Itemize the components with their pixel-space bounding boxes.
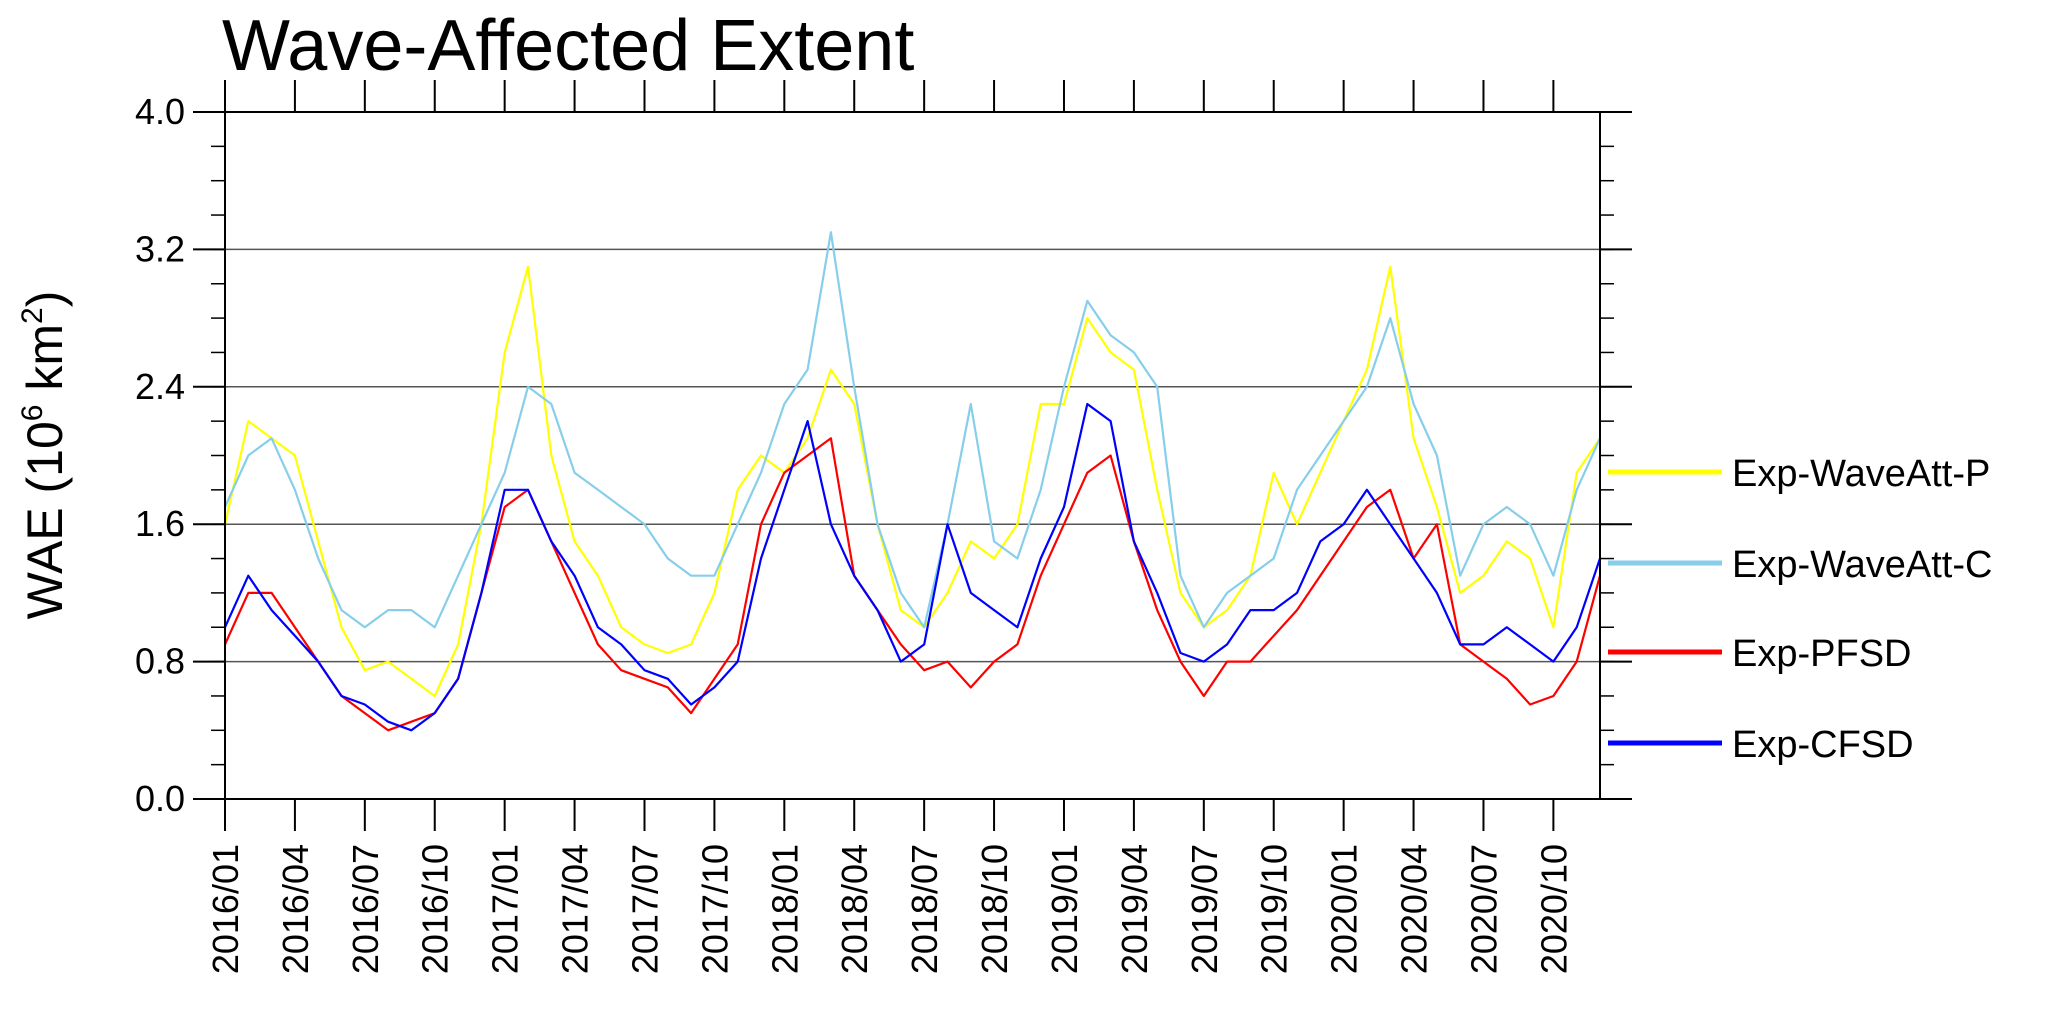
x-tick-label: 2017/04: [555, 844, 596, 974]
series-line: [223, 231, 1602, 629]
y-tick-label: 0.0: [135, 778, 185, 819]
legend: Exp-WaveAtt-P Exp-WaveAtt-C Exp-PFSD Exp-CF…: [1608, 453, 1992, 766]
y-axis-label-exp1: 6: [16, 405, 49, 422]
x-tick-label: 2019/10: [1254, 844, 1295, 974]
x-tick-label: 2016/01: [205, 844, 246, 974]
x-tick-label: 2020/04: [1394, 844, 1435, 974]
x-tick-label: 2020/01: [1324, 844, 1365, 974]
y-tick-label: 1.6: [135, 503, 185, 544]
x-tick-label: 2016/04: [275, 844, 316, 974]
x-tick-label: 2019/01: [1044, 844, 1085, 974]
y-axis-label: WAE (106 km2): [16, 291, 73, 620]
x-tick-label: 2018/07: [904, 844, 945, 974]
x-tick-label: 2019/04: [1114, 844, 1155, 974]
series-line: [223, 402, 1602, 732]
y-tick-label: 2.4: [135, 366, 185, 407]
legend-label: Exp-WaveAtt-C: [1732, 544, 1992, 586]
y-axis-label-post: ): [17, 291, 73, 308]
legend-label: Exp-WaveAtt-P: [1732, 453, 1990, 495]
y-axis-label-mid: km: [17, 324, 73, 405]
x-tick-label: 2017/01: [485, 844, 526, 974]
y-tick-label: 3.2: [135, 228, 185, 269]
chart-title: Wave-Affected Extent: [222, 6, 914, 86]
axis-ticks: [193, 80, 1632, 831]
grid-lines: [225, 248, 1600, 663]
x-tick-label: 2020/10: [1533, 844, 1574, 974]
x-tick-label: 2017/07: [624, 844, 665, 974]
series-line: [223, 437, 1602, 732]
x-tick-label: 2018/04: [834, 844, 875, 974]
x-tick-label: 2020/07: [1463, 844, 1504, 974]
y-tick-label: 0.8: [135, 641, 185, 682]
plot-frame: [224, 111, 1601, 800]
legend-label: Exp-CFSD: [1732, 724, 1914, 766]
series-line: [223, 265, 1601, 698]
x-tick-labels: 2016/01 2016/04 2016/07 2016/10 2017/01 2017/…: [205, 844, 1574, 974]
x-tick-label: 2018/01: [764, 844, 805, 974]
legend-label: Exp-PFSD: [1732, 633, 1911, 675]
x-tick-label: 2016/07: [345, 844, 386, 974]
y-tick-label: 4.0: [135, 91, 185, 132]
x-tick-label: 2018/10: [974, 844, 1015, 974]
x-tick-label: 2019/07: [1184, 844, 1225, 974]
y-axis-label-exp2: 2: [16, 307, 49, 324]
y-tick-labels: 0.0 0.8 1.6 2.4 3.2 4.0: [135, 91, 185, 819]
x-tick-label: 2017/10: [694, 844, 735, 974]
x-tick-label: 2016/10: [415, 844, 456, 974]
y-axis-label-pre: WAE (10: [17, 421, 73, 619]
data-series: [223, 231, 1602, 732]
